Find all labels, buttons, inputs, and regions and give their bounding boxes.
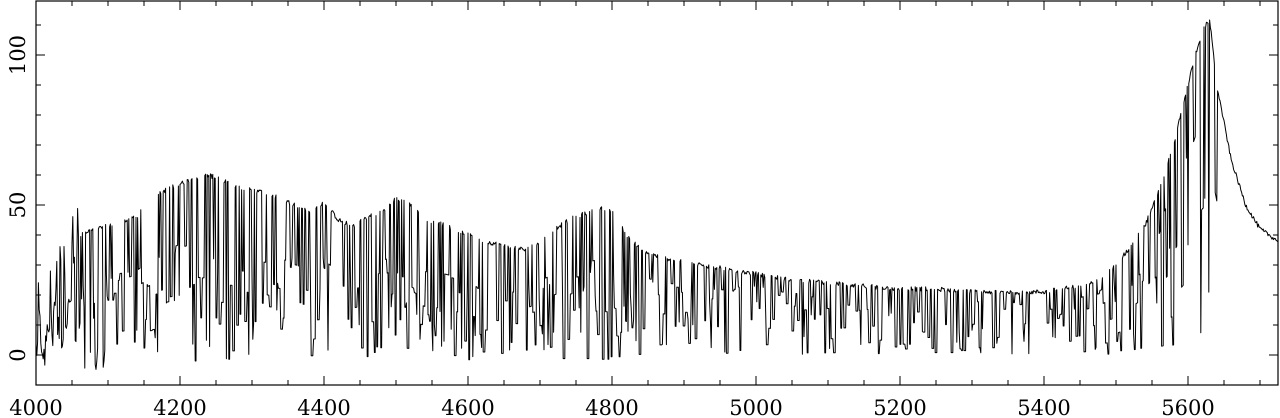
tick-labels: 4000 4200 4400 4600 4800 5000 5200 5400 5600 0 50 1… [6, 35, 1215, 418]
x-tick-label: 4600 [441, 396, 494, 418]
x-tick-label: 4200 [153, 396, 206, 418]
x-tick-label: 4000 [9, 396, 62, 418]
plot-frame [35, 0, 1279, 386]
x-tick-label: 4800 [585, 396, 638, 418]
y-tick-label: 0 [6, 348, 30, 361]
x-tick-label: 5600 [1161, 396, 1214, 418]
spectrum-line [35, 19, 1278, 370]
x-tick-label: 5400 [1017, 396, 1070, 418]
y-tick-label: 50 [6, 192, 30, 219]
x-tick-label: 4400 [297, 396, 350, 418]
y-tick-label: 100 [6, 35, 30, 75]
x-tick-label: 5200 [873, 396, 926, 418]
chart-axes [35, 1, 1278, 386]
x-tick-label: 5000 [729, 396, 782, 418]
